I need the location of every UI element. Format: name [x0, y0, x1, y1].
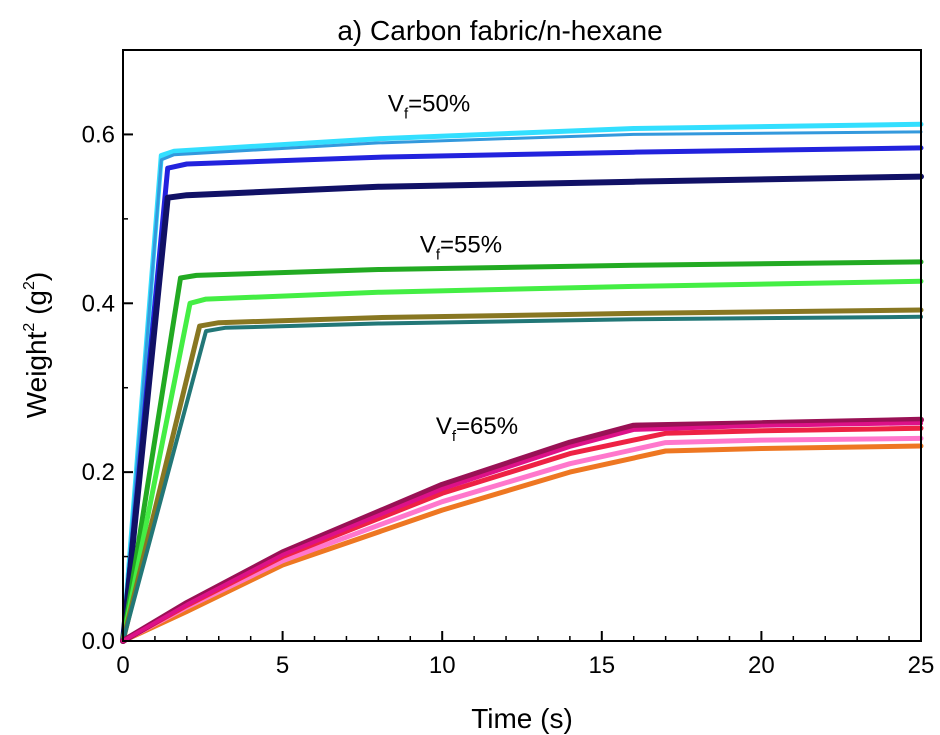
x-tick-label: 15 [588, 652, 615, 679]
y-axis-label: Weight2 (g2) [21, 272, 52, 418]
y-tick-label: 0.6 [82, 121, 115, 148]
series-line-1 [120, 121, 924, 644]
plot-frame [122, 49, 922, 642]
annotation-subscript: f [452, 428, 457, 445]
y-axis-label-unit-close: ) [21, 272, 52, 281]
y-tick-label: 0.2 [82, 459, 115, 486]
annotation-value: =50% [408, 91, 470, 118]
annotation-prefix: V [388, 91, 404, 118]
y-axis-label-main: Weight [21, 331, 52, 418]
series-line-9 [120, 443, 924, 644]
annotation-1: Vf=50% [388, 91, 470, 123]
annotation-subscript: f [404, 106, 409, 123]
annotation-prefix: V [420, 232, 436, 259]
x-tick-label: 25 [908, 652, 935, 679]
x-tick-label: 20 [748, 652, 775, 679]
annotation-subscript: f [436, 247, 441, 264]
series-line-12 [120, 416, 924, 644]
annotation-value: =55% [440, 232, 502, 259]
series-line-8 [121, 314, 923, 643]
annotations-layer: Vf=50%Vf=55%Vf=65% [388, 91, 518, 446]
chart-title: a) Carbon fabric/n-hexane [337, 15, 662, 46]
annotation-2: Vf=55% [420, 232, 502, 264]
ticks-layer: 0 5 10 15 20 25 0.0 0.2 0.4 0.6 [82, 121, 935, 679]
series-line-5 [120, 259, 924, 644]
series-line-6 [120, 278, 924, 644]
x-tick-label: 0 [116, 652, 129, 679]
y-axis-label-sup: 2 [21, 323, 38, 332]
series-line-4 [120, 173, 924, 644]
x-axis-label: Time (s) [471, 703, 573, 734]
series-line-7 [120, 307, 924, 644]
series-line-13 [121, 421, 923, 643]
annotation-3: Vf=65% [436, 413, 518, 445]
y-tick-label: 0.4 [82, 290, 115, 317]
series-line-3 [120, 145, 924, 644]
annotation-value: =65% [456, 413, 518, 440]
annotation-prefix: V [436, 413, 452, 440]
series-line-2 [121, 130, 923, 643]
y-axis-label-unit-open: (g [21, 290, 52, 323]
y-tick-label: 0.0 [82, 628, 115, 655]
x-tick-label: 10 [429, 652, 456, 679]
y-axis-label-unit-sup: 2 [21, 281, 38, 290]
series-layer [120, 121, 924, 644]
x-tick-label: 5 [276, 652, 289, 679]
